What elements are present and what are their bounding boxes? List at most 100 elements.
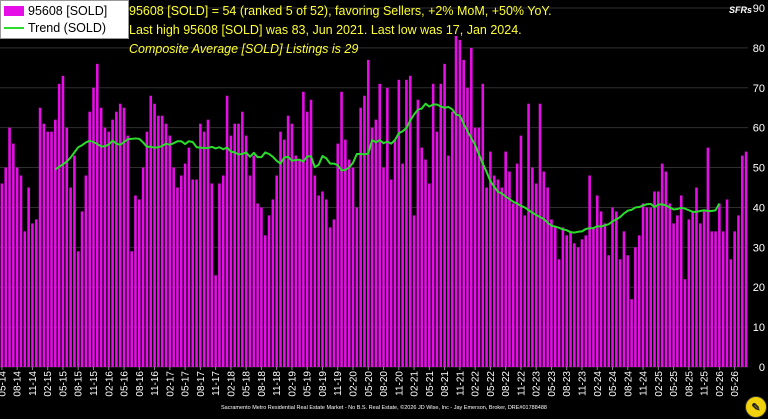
x-tick-label: 11-23 [577,371,588,396]
x-tick-label: 05-22 [486,371,497,397]
bar [538,103,542,367]
bar [69,187,72,367]
x-tick-label: 02-17 [165,371,176,397]
bar [649,207,652,367]
bar [527,103,530,367]
x-tick-label: 05-24 [608,371,619,397]
bar-swatch-icon [4,6,24,16]
y-tick-label: 60 [753,123,765,135]
bar [565,235,569,367]
bar [676,215,679,367]
bar [470,47,473,367]
y-tick-label: 0 [759,362,765,374]
bar [210,183,214,367]
bar [328,227,332,367]
headline-high-low: Last high 95608 [SOLD] was 83, Jun 2021.… [129,23,522,37]
bar [702,211,706,367]
x-tick-label: 05-25 [669,371,680,397]
bar [462,59,465,368]
bar [363,95,366,367]
bar [160,115,164,367]
legend-item-line: Trend (SOLD) [4,20,106,36]
x-tick-label: 11-21 [455,371,466,396]
bar [27,187,30,367]
bar [485,187,488,367]
bar [366,59,370,368]
bar [691,211,694,367]
x-tick-label: 08-19 [318,371,329,397]
bar [99,107,103,367]
bar [149,95,153,367]
x-tick-label: 08-23 [562,371,573,397]
bar [595,195,599,367]
bar [744,151,748,367]
legend-bar-label: 95608 [SOLD] [28,4,108,18]
bar [206,119,210,367]
x-tick-label: 02-18 [226,371,237,397]
bar [561,227,565,367]
footer-credit: Sacramento Metro Residential Real Estate… [221,405,547,411]
x-tick-label: 11-15 [89,371,100,396]
bar [294,155,298,367]
legend-item-bar: 95608 [SOLD] [4,3,107,19]
x-tick-label: 05-18 [242,371,253,397]
bar [202,131,206,367]
x-tick-label: 05-19 [303,371,314,397]
bar [286,115,290,367]
bar [512,203,515,367]
bar [332,219,336,367]
x-tick-label: 11-20 [394,371,405,396]
x-tick-label: 11-19 [333,371,344,396]
bar [389,179,393,367]
x-tick-label: 11-24 [639,371,650,396]
x-tick-label: 05-16 [120,371,131,397]
bar [241,111,244,368]
bar [477,127,481,367]
bar [473,127,477,367]
bar [172,167,175,367]
bar [546,187,549,367]
bar [118,103,122,367]
bar [260,207,263,367]
bar [54,119,57,367]
bar [634,247,637,367]
bar [355,207,359,367]
x-tick-label: 11-16 [150,371,161,396]
bar [359,107,362,367]
bar [244,135,248,367]
bar [218,183,221,367]
bar [96,63,99,368]
bar [267,215,271,367]
bar [611,207,614,367]
bar [199,123,202,368]
bar [740,155,744,367]
y-tick-label: 80 [753,43,765,55]
bar [115,111,118,368]
bar [34,219,38,367]
bar [657,191,660,367]
bar [630,299,633,367]
headline-composite: Composite Average [SOLD] Listings is 29 [129,42,359,56]
bar [252,155,256,367]
bar [73,155,76,367]
bar [584,235,588,367]
bar [57,83,61,367]
x-tick-label: 08-25 [684,371,695,397]
bar [340,91,343,368]
y-tick-label: 50 [753,163,765,175]
bar [519,135,523,367]
bar [500,187,504,367]
bar [233,123,237,368]
bar [405,79,408,368]
bar [466,87,469,367]
bar [424,159,427,367]
y-tick-label: 30 [753,242,765,254]
bar [618,259,622,367]
bar [344,139,347,367]
bar [176,187,179,367]
x-tick-label: 02-26 [715,371,726,397]
bar-series [0,35,748,368]
bar [225,95,229,367]
bar [221,175,225,367]
bar [38,107,42,367]
